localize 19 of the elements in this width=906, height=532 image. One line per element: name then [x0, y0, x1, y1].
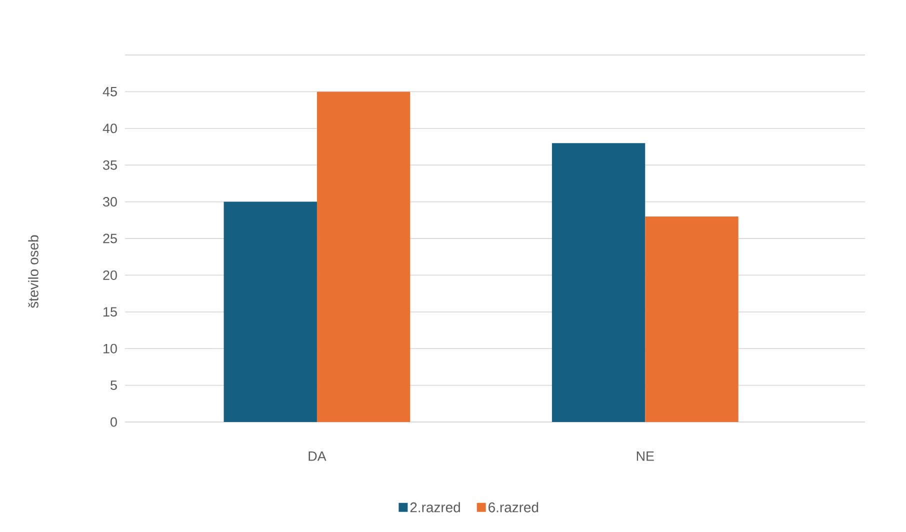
y-tick-label: 40 — [102, 124, 117, 134]
x-tick-label: DA — [308, 452, 326, 461]
y-tick-label: 45 — [102, 87, 117, 96]
bar — [316, 92, 410, 422]
bar — [645, 216, 738, 422]
legend-label: 2.razred — [410, 502, 460, 512]
y-tick-label: 35 — [103, 160, 117, 170]
y-tick-label: 15 — [104, 307, 117, 317]
y-axis-title: število oseb — [28, 235, 38, 308]
y-tick-label: 0 — [110, 417, 117, 427]
y-tick-label: 5 — [110, 380, 117, 390]
x-tick-label: NE — [636, 452, 654, 461]
y-tick-label: 25 — [103, 234, 117, 244]
y-tick-label: 10 — [104, 344, 117, 354]
bar — [552, 143, 646, 422]
y-tick-label: 30 — [103, 197, 117, 207]
legend-label: 6.razred — [488, 502, 538, 512]
y-tick-label: 20 — [103, 270, 117, 280]
bar — [224, 202, 317, 422]
